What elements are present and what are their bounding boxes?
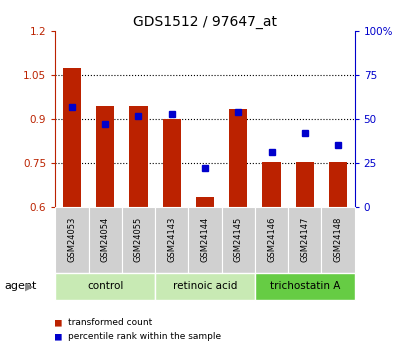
Bar	[321, 207, 354, 273]
Text: retinoic acid: retinoic acid	[172, 282, 237, 291]
Bar	[229, 109, 247, 207]
Text: GSM24145: GSM24145	[233, 217, 242, 263]
Text: transformed count: transformed count	[67, 318, 151, 327]
Text: trichostatin A: trichostatin A	[269, 282, 339, 291]
Bar	[188, 207, 221, 273]
Bar	[288, 207, 321, 273]
Text: GSM24143: GSM24143	[167, 217, 176, 263]
Bar	[96, 106, 114, 207]
Text: ■: ■	[55, 318, 62, 327]
Bar	[121, 207, 155, 273]
Bar	[155, 273, 254, 300]
Bar	[328, 161, 346, 207]
Text: ▶: ▶	[25, 282, 34, 291]
Text: agent: agent	[4, 282, 36, 291]
Text: ■: ■	[55, 332, 62, 341]
Bar	[129, 106, 147, 207]
Bar	[254, 207, 288, 273]
Bar	[155, 207, 188, 273]
Bar	[63, 68, 81, 207]
Bar	[55, 207, 88, 273]
Text: GSM24054: GSM24054	[101, 217, 110, 263]
Text: GSM24146: GSM24146	[266, 217, 275, 263]
Text: GSM24055: GSM24055	[134, 217, 143, 263]
Text: percentile rank within the sample: percentile rank within the sample	[67, 332, 220, 341]
Bar	[162, 119, 180, 207]
Bar	[254, 273, 354, 300]
Text: GSM24148: GSM24148	[333, 217, 342, 263]
Bar	[295, 161, 313, 207]
Text: GSM24053: GSM24053	[67, 217, 76, 263]
Bar	[221, 207, 254, 273]
Bar	[196, 197, 213, 207]
Text: GSM24144: GSM24144	[200, 217, 209, 263]
Text: GSM24147: GSM24147	[299, 217, 308, 263]
Bar	[55, 273, 155, 300]
Title: GDS1512 / 97647_at: GDS1512 / 97647_at	[133, 14, 276, 29]
Bar	[88, 207, 121, 273]
Bar	[262, 161, 280, 207]
Text: control: control	[87, 282, 123, 291]
